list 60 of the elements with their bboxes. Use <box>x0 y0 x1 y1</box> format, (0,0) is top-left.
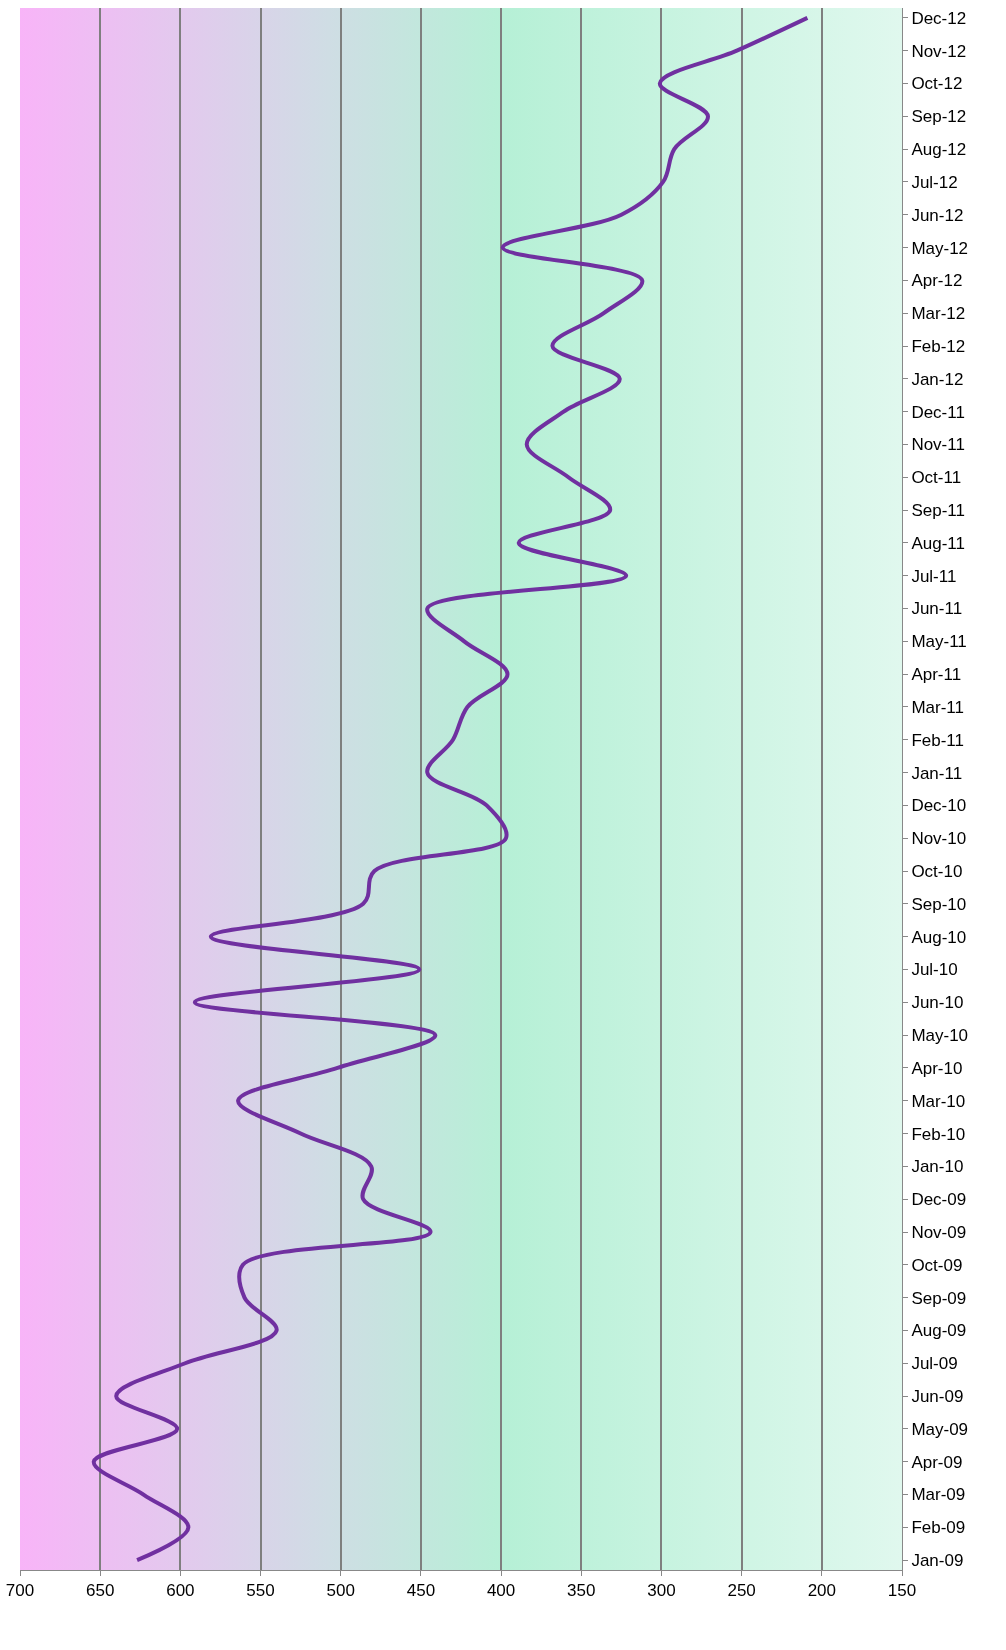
y-tick-label: Jul-11 <box>911 566 957 586</box>
y-tick-label: Oct-12 <box>911 74 963 94</box>
y-tick-label: May-12 <box>911 238 969 258</box>
y-tick-label: Jan-12 <box>911 369 964 389</box>
y-tick-label: May-11 <box>911 632 967 652</box>
y-tick-label: Feb-10 <box>911 1124 966 1144</box>
x-tick-label: 300 <box>647 1581 676 1601</box>
y-tick-label: Apr-10 <box>911 1058 963 1078</box>
x-tick-label: 200 <box>807 1581 837 1601</box>
y-tick-label: Sep-10 <box>911 894 967 914</box>
y-tick-label: Nov-12 <box>911 41 967 61</box>
y-tick-label: Nov-10 <box>911 829 967 849</box>
y-tick-label: Feb-09 <box>911 1518 966 1538</box>
y-tick-label: Oct-10 <box>911 861 963 881</box>
x-tick-label: 600 <box>166 1581 195 1601</box>
x-tick-label: 150 <box>887 1581 917 1601</box>
x-tick-label: 250 <box>727 1581 756 1601</box>
y-tick-label: Jun-12 <box>911 205 964 225</box>
y-tick-label: Sep-09 <box>911 1288 967 1308</box>
y-tick-label: Mar-11 <box>911 697 964 717</box>
y-tick-label: Jul-09 <box>911 1354 958 1374</box>
y-tick-label: Dec-12 <box>911 8 967 28</box>
y-tick-label: Jun-11 <box>911 599 963 619</box>
y-tick-label: May-09 <box>911 1419 969 1439</box>
y-tick-label: Dec-11 <box>911 402 965 422</box>
y-tick-label: Sep-11 <box>911 501 965 521</box>
y-tick-label: Apr-09 <box>911 1452 963 1472</box>
y-tick-label: Mar-10 <box>911 1091 966 1111</box>
y-tick-label: Aug-12 <box>911 140 967 160</box>
y-tick-label: Nov-11 <box>911 435 965 455</box>
y-tick-label: Dec-10 <box>911 796 967 816</box>
y-tick-label: Jun-09 <box>911 1387 964 1407</box>
y-tick-label: Aug-09 <box>911 1321 967 1341</box>
y-tick-label: Nov-09 <box>911 1222 967 1242</box>
y-tick-label: Apr-12 <box>911 271 963 291</box>
x-tick-label: 550 <box>246 1581 275 1601</box>
x-tick-label: 350 <box>567 1581 596 1601</box>
y-tick-label: Jul-12 <box>911 172 958 192</box>
x-tick-label: 450 <box>406 1581 436 1601</box>
y-tick-label: Mar-12 <box>911 304 966 324</box>
y-tick-label: Feb-12 <box>911 336 966 356</box>
y-tick-label: Oct-09 <box>911 1255 963 1275</box>
y-tick-label: Aug-10 <box>911 927 967 947</box>
y-tick-label: Aug-11 <box>911 533 965 553</box>
x-tick-label: 500 <box>326 1581 355 1601</box>
x-tick-label: 700 <box>5 1581 35 1601</box>
y-tick-label: May-10 <box>911 1026 969 1046</box>
y-tick-label: Jan-11 <box>911 763 963 783</box>
y-tick-label: Jul-10 <box>911 960 958 980</box>
y-tick-label: Apr-11 <box>911 665 962 685</box>
y-tick-label: Mar-09 <box>911 1485 966 1505</box>
y-tick-label: Oct-11 <box>911 468 962 488</box>
y-tick-label: Dec-09 <box>911 1190 967 1210</box>
y-tick-label: Sep-12 <box>911 107 967 127</box>
x-tick-label: 650 <box>85 1581 115 1601</box>
x-tick-label: 400 <box>486 1581 516 1601</box>
y-tick-label: Jan-09 <box>911 1551 964 1571</box>
y-tick-label: Feb-11 <box>911 730 965 750</box>
y-tick-label: Jun-10 <box>911 993 964 1013</box>
y-tick-label: Jan-10 <box>911 1157 964 1177</box>
